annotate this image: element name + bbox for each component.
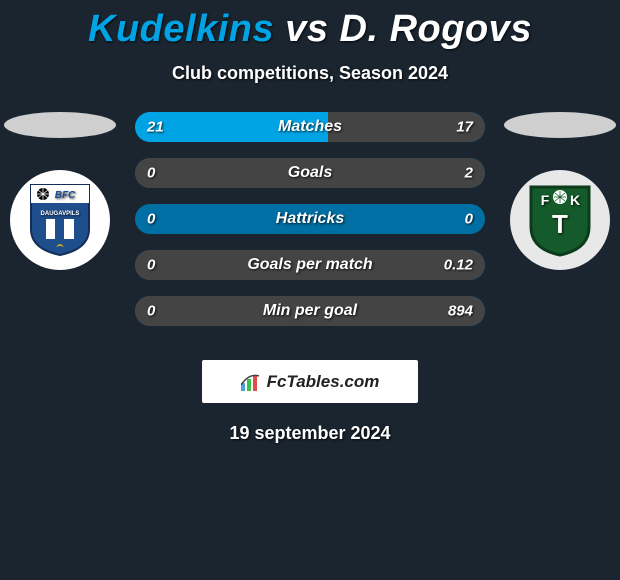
right-avatar-column: F K T (500, 112, 620, 270)
stat-value-right: 2 (465, 165, 473, 182)
stat-label: Matches (278, 118, 342, 136)
title: Kudelkins vs D. Rogovs (0, 0, 620, 51)
stat-row: 0 894 Min per goal (135, 296, 485, 326)
stat-bars: 21 17 Matches 0 2 Goals 0 0 Hattricks 0 0.12 Goals … (135, 112, 485, 342)
svg-text:T: T (552, 209, 568, 239)
club-badge-right: F K T (510, 170, 610, 270)
stat-value-left: 0 (147, 303, 155, 320)
player-left-silhouette (4, 112, 116, 138)
bfc-shield-icon: BFC DAUGAVPILS (29, 183, 91, 257)
stat-row: 0 0 Hattricks (135, 204, 485, 234)
stat-value-right: 0.12 (444, 257, 473, 274)
player-right-silhouette (504, 112, 616, 138)
brand-text: FcTables.com (267, 372, 380, 392)
stat-label: Min per goal (263, 302, 357, 320)
club-badge-left: BFC DAUGAVPILS (10, 170, 110, 270)
player-left-name: Kudelkins (88, 8, 274, 50)
stat-label: Hattricks (276, 210, 344, 228)
fkt-shield-icon: F K T (527, 183, 593, 257)
vs-text: vs (285, 8, 328, 50)
subtitle: Club competitions, Season 2024 (0, 63, 620, 84)
stat-row: 21 17 Matches (135, 112, 485, 142)
svg-text:F: F (541, 192, 550, 208)
left-avatar-column: BFC DAUGAVPILS (0, 112, 120, 270)
stat-row: 0 0.12 Goals per match (135, 250, 485, 280)
player-right-name: D. Rogovs (340, 8, 532, 50)
svg-text:DAUGAVPILS: DAUGAVPILS (41, 211, 80, 217)
stat-value-left: 0 (147, 211, 155, 228)
svg-text:K: K (570, 192, 580, 208)
stat-value-left: 0 (147, 257, 155, 274)
brand-box: FcTables.com (202, 360, 418, 403)
svg-text:BFC: BFC (55, 190, 76, 201)
stat-value-right: 894 (448, 303, 473, 320)
date-text: 19 september 2024 (0, 423, 620, 444)
stat-value-right: 0 (465, 211, 473, 228)
stat-value-right: 17 (456, 119, 473, 136)
stat-label: Goals (288, 164, 332, 182)
stat-label: Goals per match (247, 256, 372, 274)
stat-value-left: 21 (147, 119, 164, 136)
bar-chart-icon (241, 373, 263, 391)
stat-value-left: 0 (147, 165, 155, 182)
comparison-content: BFC DAUGAVPILS F K T 2117Matches02Goals0… (0, 112, 620, 342)
stat-row: 0 2 Goals (135, 158, 485, 188)
